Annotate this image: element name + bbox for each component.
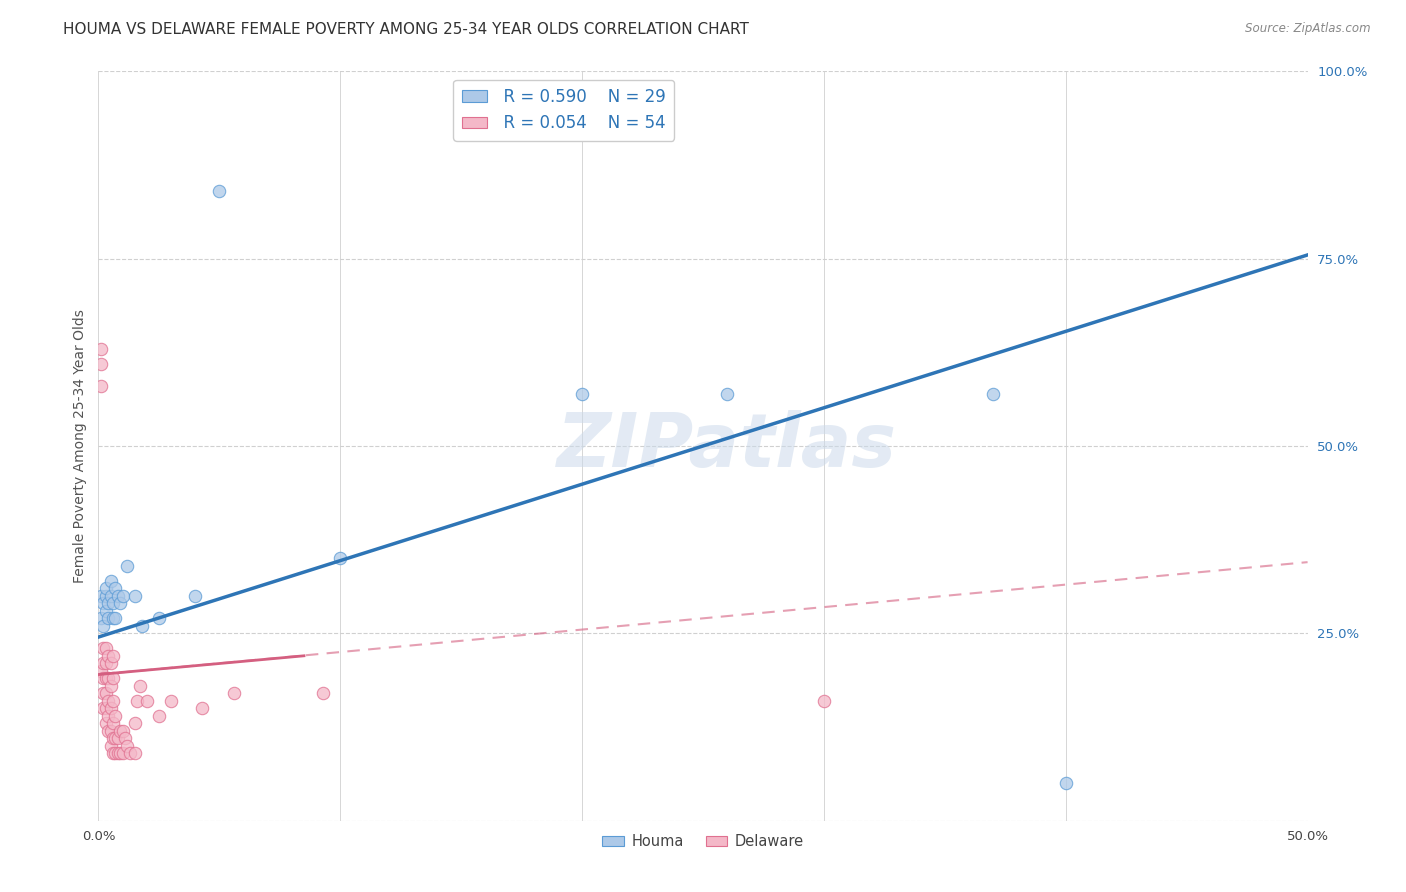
Point (104, 582, 127, 596)
Point (90, 611, 112, 625)
Point (107, 746, 129, 760)
Point (97, 723, 120, 738)
Point (111, 723, 134, 738)
Point (91, 701, 114, 715)
Point (191, 701, 214, 715)
Point (97, 708, 120, 723)
Y-axis label: Female Poverty Among 25-34 Year Olds: Female Poverty Among 25-34 Year Olds (73, 309, 87, 583)
Text: HOUMA VS DELAWARE FEMALE POVERTY AMONG 25-34 YEAR OLDS CORRELATION CHART: HOUMA VS DELAWARE FEMALE POVERTY AMONG 2… (63, 22, 749, 37)
Point (222, 686, 245, 700)
Point (114, 731, 136, 746)
Point (100, 589, 122, 603)
Point (117, 558, 139, 573)
Point (94, 604, 117, 618)
Point (124, 589, 146, 603)
Point (90, 342, 112, 356)
Point (91, 619, 114, 633)
Point (108, 596, 131, 610)
Point (128, 679, 150, 693)
Point (104, 731, 127, 746)
Point (94, 671, 117, 685)
Point (100, 739, 122, 753)
Point (108, 723, 131, 738)
Point (91, 641, 114, 656)
Point (90, 589, 112, 603)
Point (101, 694, 124, 708)
Point (94, 701, 117, 715)
Point (101, 716, 124, 731)
Point (100, 657, 122, 671)
Point (91, 686, 114, 700)
Point (148, 708, 170, 723)
Point (104, 746, 127, 760)
Point (91, 596, 114, 610)
Point (94, 686, 117, 700)
Point (100, 701, 122, 715)
Point (97, 611, 120, 625)
Point (813, 694, 835, 708)
Point (97, 671, 120, 685)
Point (107, 589, 129, 603)
Point (111, 589, 134, 603)
Point (100, 574, 122, 588)
Point (131, 619, 153, 633)
Point (104, 611, 127, 625)
Point (101, 731, 124, 746)
Point (118, 746, 141, 760)
Point (571, 386, 593, 401)
Text: ZIPatlas: ZIPatlas (557, 409, 897, 483)
Point (97, 694, 120, 708)
Point (124, 716, 146, 731)
Point (111, 746, 134, 760)
Point (100, 723, 122, 738)
Point (107, 731, 129, 746)
Point (160, 694, 183, 708)
Point (90, 664, 112, 678)
Point (94, 716, 117, 731)
Point (101, 671, 124, 685)
Point (101, 596, 124, 610)
Point (97, 648, 120, 663)
Point (124, 746, 146, 760)
Point (90, 379, 112, 393)
Point (135, 694, 157, 708)
Point (981, 386, 1004, 401)
Point (117, 739, 139, 753)
Text: Source: ZipAtlas.com: Source: ZipAtlas.com (1246, 22, 1371, 36)
Point (90, 357, 112, 371)
Point (108, 746, 131, 760)
Point (329, 551, 352, 566)
Point (94, 641, 117, 656)
Point (94, 657, 117, 671)
Point (94, 582, 117, 596)
Point (148, 611, 170, 625)
Point (97, 596, 120, 610)
Point (100, 679, 122, 693)
Point (1054, 776, 1077, 790)
Point (91, 657, 114, 671)
Point (127, 694, 149, 708)
Point (104, 708, 127, 723)
Point (101, 648, 124, 663)
Point (94, 589, 117, 603)
Point (184, 589, 207, 603)
Point (312, 686, 335, 700)
Legend: Houma, Delaware: Houma, Delaware (596, 828, 810, 855)
Point (101, 611, 124, 625)
Point (208, 184, 231, 198)
Point (91, 671, 114, 685)
Point (101, 746, 124, 760)
Point (716, 386, 738, 401)
